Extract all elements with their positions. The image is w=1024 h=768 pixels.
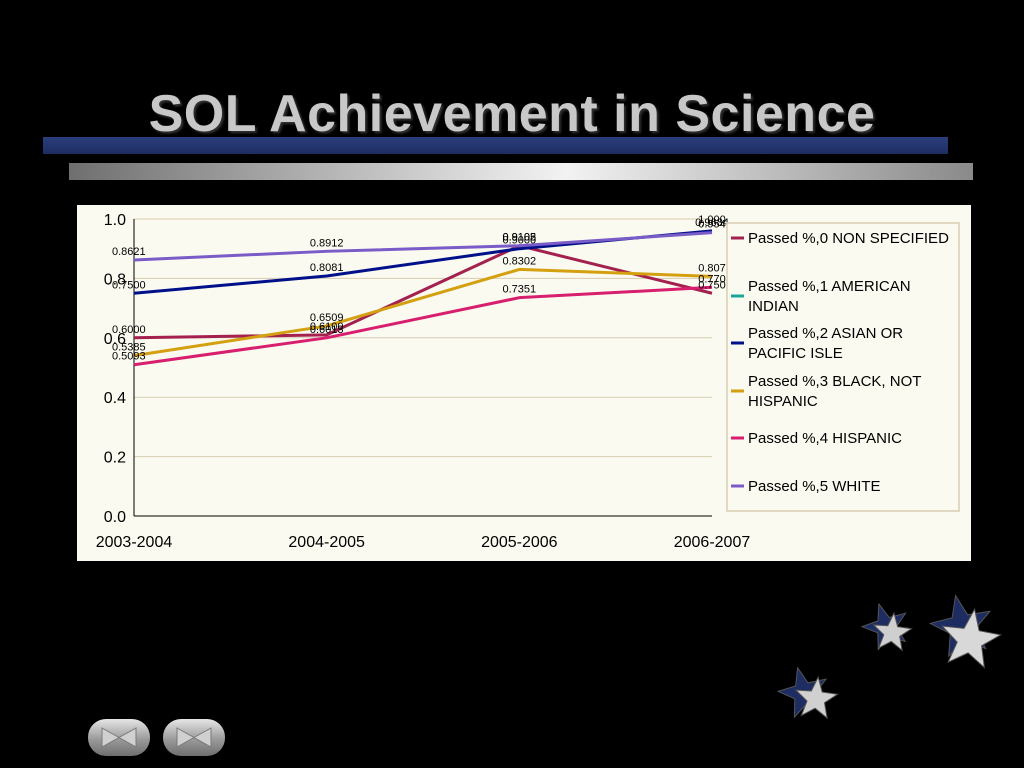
data-label: 0.750	[698, 279, 726, 291]
series-line	[133, 231, 713, 262]
star-shape	[941, 607, 1003, 669]
stars-icon	[776, 594, 1003, 720]
axes: 0.0 0.2 0.4 0.6 0.8 1.0 2003-2004 2004-2005 2005…	[96, 212, 751, 551]
slide-title: SOL Achievement in Science	[148, 85, 876, 143]
series-line	[133, 285, 713, 367]
data-label: 0.9634	[695, 217, 729, 229]
star-shape	[794, 675, 839, 720]
legend-entry: Passed %,4 HISPANIC	[748, 430, 902, 447]
gridlines	[134, 218, 712, 458]
chart-panel: 0.0 0.2 0.4 0.6 0.8 1.0 2003-2004 2004-2005 2005…	[77, 205, 971, 561]
series-lines	[133, 229, 713, 367]
y-tick-label: 0.0	[104, 509, 126, 526]
star-shape	[872, 611, 913, 652]
data-label: 0.9000	[503, 235, 537, 247]
title-divider-bar	[69, 163, 973, 180]
series-line	[133, 229, 713, 295]
y-tick-label: 0.6	[104, 331, 126, 348]
data-label: 0.6013	[310, 324, 344, 336]
x-tick-label: 2004-2005	[288, 534, 365, 551]
legend-entry: Passed %,5 WHITE	[748, 478, 881, 495]
data-labels: 0.6000 0.6100 0.9102 0.750 0.7500 0.8081 0.900…	[112, 214, 729, 363]
data-label: 0.6509	[310, 312, 344, 324]
data-label: 0.5093	[112, 351, 146, 363]
y-tick-label: 0.2	[104, 450, 126, 467]
data-label: 0.8302	[503, 255, 537, 267]
data-label: 0.6100	[310, 321, 344, 333]
x-tick-label: 2006-2007	[674, 534, 751, 551]
legend: Passed %,0 NON SPECIFIED Passed %,1 AMERI…	[726, 222, 960, 512]
legend-entry: Passed %,2 ASIAN OR PACIFIC ISLE	[748, 325, 903, 362]
data-label: 0.7351	[503, 284, 537, 296]
x-tick-label: 2005-2006	[481, 534, 558, 551]
y-tick-label: 1.0	[104, 212, 126, 229]
data-label: 0.9105	[503, 232, 537, 244]
y-tick-label: 0.8	[104, 271, 126, 288]
series-line	[133, 244, 713, 340]
data-label: 0.954	[698, 219, 726, 231]
previous-slide-button[interactable]	[88, 719, 150, 756]
legend-entry: Passed %,3 BLACK, NOT HISPANIC	[748, 373, 921, 410]
data-label: 0.770	[698, 273, 726, 285]
bowtie-forward-icon	[176, 727, 212, 748]
data-label: 0.8621	[112, 246, 146, 258]
series-line	[133, 267, 713, 358]
data-label: 1.000	[698, 214, 726, 226]
data-label: 0.8081	[310, 262, 344, 274]
legend-entry: Passed %,0 NON SPECIFIED	[748, 230, 949, 247]
data-label: 0.807	[698, 262, 726, 274]
legend-entry: Passed %,1 AMERICAN INDIAN	[748, 278, 911, 315]
data-label: 0.9102	[503, 232, 537, 244]
next-slide-button[interactable]	[163, 719, 225, 756]
data-label: 0.7500	[112, 279, 146, 291]
line-chart: 0.0 0.2 0.4 0.6 0.8 1.0 2003-2004 2004-2005 2005…	[96, 212, 960, 551]
data-label: 0.6000	[112, 324, 146, 336]
bowtie-back-icon	[101, 727, 137, 748]
x-tick-label: 2003-2004	[96, 534, 173, 551]
y-tick-label: 0.4	[104, 390, 126, 407]
data-label: 0.8912	[310, 237, 344, 249]
title-accent-bar	[43, 137, 948, 154]
data-label: 0.5385	[112, 342, 146, 354]
